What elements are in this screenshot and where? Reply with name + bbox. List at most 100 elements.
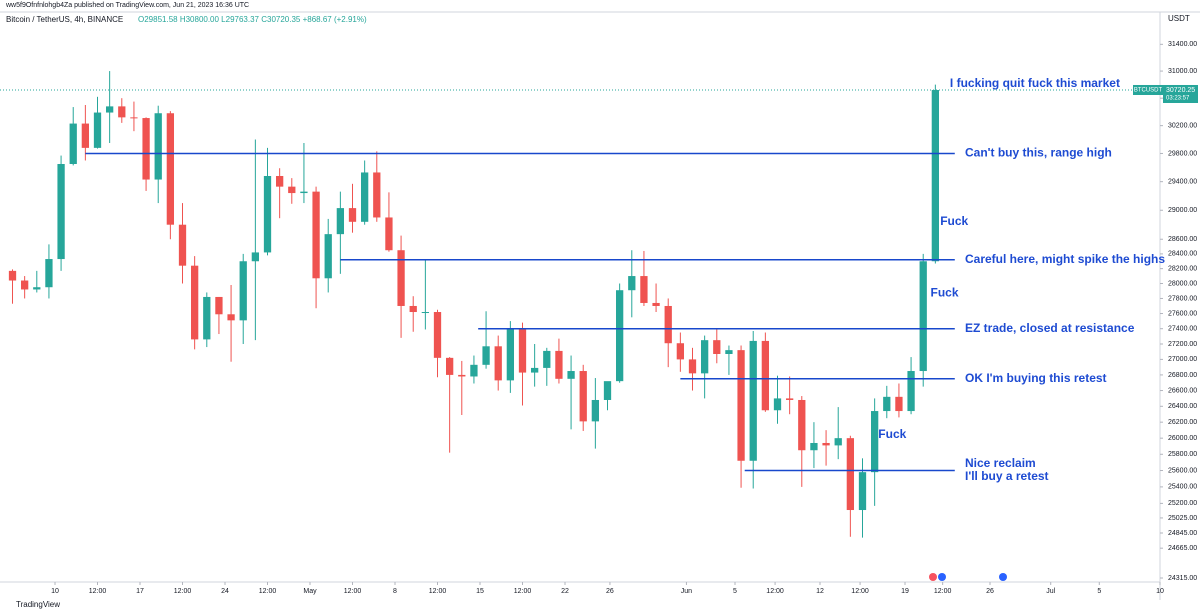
candle-body [57,163,65,260]
candle-body [798,399,806,451]
x-tick-label: May [303,588,317,595]
candle-body [846,438,855,511]
candle-body [470,364,478,377]
candle-body [397,250,405,306]
x-tick-label: Jun [681,588,692,595]
y-tick-label: 28000.00 [1168,280,1197,287]
candle-body [518,328,527,373]
y-tick-label: 28600.00 [1168,236,1197,243]
x-tick-label: 24 [221,588,229,595]
candle-body [33,287,41,290]
candle-body [288,186,296,194]
candle-body [8,270,17,281]
y-tick-label: 29400.00 [1168,179,1197,186]
candle-body [749,340,757,461]
candle-body [227,314,235,321]
candle-body [506,328,515,381]
candle-body [130,117,138,119]
level-label: OK I'm buying this retest [965,371,1107,385]
y-tick-label: 31000.00 [1168,68,1197,75]
y-tick-label: 25600.00 [1168,467,1197,474]
note: Fuck [940,214,968,228]
candle-body [251,252,260,262]
candle-body [676,343,685,360]
axis-title: USDT [1168,14,1190,23]
candle-body [531,367,539,373]
candle-body [93,112,102,148]
x-tick-label: 12:00 [429,588,447,595]
candle-body [203,296,211,340]
level-label: Can't buy this, range high [965,146,1112,160]
candle-body [628,276,636,291]
candle-body [348,208,357,222]
countdown: 03:23:57 [1166,96,1190,102]
candle-body [919,261,927,372]
y-tick-label: 29800.00 [1168,150,1197,157]
candle-body [579,371,587,422]
y-tick-label: 27200.00 [1168,341,1197,348]
x-tick-label: 17 [136,588,144,595]
x-tick-label: 12:00 [174,588,192,595]
candle-body [263,175,272,253]
candle-body [688,359,697,374]
candle-body [409,305,417,313]
note: I fucking quit fuck this market [950,76,1120,90]
candle-body [421,312,430,314]
x-tick-label: 26 [986,588,994,595]
y-tick-label: 27800.00 [1168,295,1197,302]
candle-body [361,172,369,222]
candle-body [458,374,466,377]
symbol-legend: Bitcoin / TetherUS, 4h, BINANCE [6,15,123,24]
candle-body [324,234,332,279]
x-tick-label: 12:00 [766,588,784,595]
candle-body [713,340,721,354]
y-tick-label: 26200.00 [1168,419,1197,426]
y-tick-label: 26000.00 [1168,435,1197,442]
candle-body [725,350,733,354]
x-tick-label: 12:00 [514,588,532,595]
x-tick-label: 19 [901,588,909,595]
x-tick-label: 26 [606,588,614,595]
candle-body [543,350,551,368]
y-tick-label: 25400.00 [1168,484,1197,491]
candle-body [433,312,442,358]
x-tick-label: 12:00 [344,588,362,595]
candle-body [567,371,575,379]
candle-body [118,106,126,118]
x-tick-label: 8 [393,588,397,595]
candle-body [810,442,818,451]
candle-body [591,399,600,422]
candle-body [640,276,648,303]
y-tick-label: 27600.00 [1168,310,1197,317]
x-tick-label: 5 [733,588,737,595]
y-tick-label: 26600.00 [1168,387,1197,394]
candle-body [761,340,770,411]
event-icon [929,573,937,581]
candle-body [883,396,891,412]
candle-body [312,191,320,279]
level-label: Nice reclaim [965,456,1036,470]
candle-body [822,442,830,446]
y-tick-label: 27000.00 [1168,356,1197,363]
y-tick-label: 24845.00 [1168,530,1197,537]
x-tick-label: 10 [51,588,59,595]
y-tick-label: 26800.00 [1168,372,1197,379]
x-tick-label: 12:00 [851,588,869,595]
candle-body [446,357,454,375]
candle-body [215,296,223,315]
candle-body [336,208,345,235]
candle-body [907,371,915,412]
symbol-tag-label: BTCUSDT [1134,88,1163,94]
y-tick-label: 24665.00 [1168,545,1197,552]
ohlc-legend: O29851.58 H30800.00 L29763.37 C30720.35 … [138,15,367,24]
x-tick-label: 22 [561,588,569,595]
candle-body [858,472,867,511]
candle-body [81,123,90,148]
candle-body [701,340,709,374]
candle-body [494,346,502,381]
note: Fuck [878,427,906,441]
footer: TradingView [16,600,60,609]
candle-body [239,261,247,321]
x-tick-label: 12:00 [934,588,952,595]
